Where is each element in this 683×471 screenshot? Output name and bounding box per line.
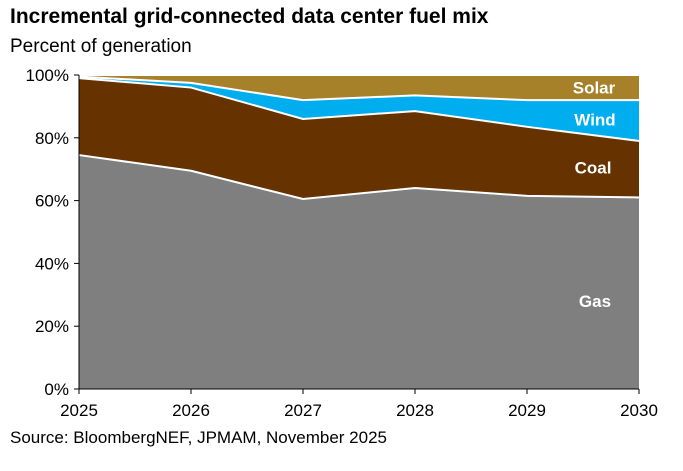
y-tick-label: 20% bbox=[35, 317, 69, 336]
x-tick-label: 2025 bbox=[60, 401, 98, 420]
wind-series-label: Wind bbox=[574, 110, 615, 129]
coal-boundary-line bbox=[78, 77, 640, 142]
y-tick-label: 0% bbox=[44, 380, 69, 399]
y-tick-label: 80% bbox=[35, 129, 69, 148]
x-tick-label: 2029 bbox=[508, 401, 546, 420]
solar-area bbox=[79, 75, 639, 101]
wind-boundary-line bbox=[78, 75, 639, 102]
source-note: Source: BloombergNEF, JPMAM, November 20… bbox=[10, 428, 387, 447]
x-tick-label: 2030 bbox=[620, 401, 658, 420]
gas-area bbox=[79, 155, 639, 389]
y-tick-label: 100% bbox=[26, 66, 69, 85]
chart-title: Incremental grid-connected data center f… bbox=[10, 5, 489, 28]
x-tick-label: 2026 bbox=[172, 401, 210, 420]
x-tick-label: 2027 bbox=[284, 401, 322, 420]
wind-area bbox=[79, 76, 639, 141]
gas-boundary-line bbox=[78, 154, 640, 201]
coal-area bbox=[79, 78, 639, 200]
solar-series-label: Solar bbox=[573, 79, 616, 98]
x-tick-label: 2028 bbox=[396, 401, 434, 420]
chart-subtitle: Percent of generation bbox=[10, 36, 192, 57]
gas-series-label: Gas bbox=[579, 292, 611, 311]
y-tick-label: 40% bbox=[35, 254, 69, 273]
coal-series-label: Coal bbox=[575, 159, 612, 178]
y-tick-label: 60% bbox=[35, 192, 69, 211]
